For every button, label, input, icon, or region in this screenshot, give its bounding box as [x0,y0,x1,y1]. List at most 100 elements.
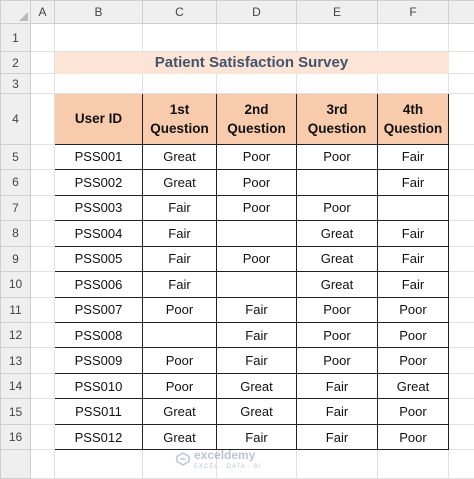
row-header-5[interactable]: 5 [0,143,31,171]
rating-cell[interactable]: Great [216,372,297,400]
empty-cell[interactable] [30,194,55,222]
empty-cell[interactable] [30,321,55,349]
rating-cell[interactable]: Poor [142,296,217,323]
row-header-1[interactable]: 1 [0,23,31,52]
survey-title[interactable]: Patient Satisfaction Survey [54,50,449,75]
empty-cell[interactable] [30,398,55,425]
row-header-13[interactable]: 13 [0,347,31,374]
rating-cell[interactable] [377,194,449,222]
rating-cell[interactable]: Great [377,372,449,400]
empty-cell[interactable] [448,271,474,298]
empty-cell[interactable] [448,92,474,145]
row-header-2[interactable]: 2 [0,50,31,75]
empty-cell[interactable] [296,449,378,479]
empty-cell[interactable] [30,449,55,479]
user-id-cell[interactable]: PSS003 [54,194,143,222]
empty-cell[interactable] [30,143,55,171]
empty-cell[interactable] [30,245,55,273]
select-all-corner[interactable] [0,0,31,25]
empty-cell[interactable] [448,143,474,171]
empty-cell[interactable] [448,169,474,196]
user-id-cell[interactable]: PSS008 [54,321,143,349]
user-id-cell[interactable]: PSS001 [54,143,143,171]
rating-cell[interactable]: Poor [377,423,449,451]
table-header-cell[interactable]: 1st Question [142,92,217,145]
empty-cell[interactable] [216,73,297,94]
rating-cell[interactable]: Poor [296,194,378,222]
empty-cell[interactable] [30,423,55,451]
rating-cell[interactable]: Poor [296,143,378,171]
rating-cell[interactable]: Fair [296,372,378,400]
column-header-e[interactable]: E [296,0,378,25]
user-id-cell[interactable]: PSS011 [54,398,143,425]
rating-cell[interactable]: Fair [142,220,217,247]
empty-cell[interactable] [448,245,474,273]
rating-cell[interactable] [216,271,297,298]
rating-cell[interactable]: Poor [216,143,297,171]
empty-cell[interactable] [448,449,474,479]
row-header-12[interactable]: 12 [0,321,31,349]
rating-cell[interactable]: Great [216,398,297,425]
empty-cell[interactable] [216,449,297,479]
empty-cell[interactable] [30,372,55,400]
rating-cell[interactable]: Great [296,245,378,273]
column-header-b[interactable]: B [54,0,143,25]
rating-cell[interactable]: Poor [216,194,297,222]
empty-cell[interactable] [30,347,55,374]
rating-cell[interactable]: Fair [216,321,297,349]
rating-cell[interactable]: Fair [377,143,449,171]
empty-cell[interactable] [377,73,449,94]
table-header-cell[interactable]: 4th Question [377,92,449,145]
user-id-cell[interactable]: PSS006 [54,271,143,298]
table-header-cell[interactable]: User ID [54,92,143,145]
empty-cell[interactable] [54,23,143,52]
user-id-cell[interactable]: PSS002 [54,169,143,196]
empty-cell[interactable] [30,169,55,196]
empty-cell[interactable] [216,23,297,52]
rating-cell[interactable]: Poor [296,296,378,323]
empty-cell[interactable] [30,271,55,298]
rating-cell[interactable]: Poor [142,372,217,400]
empty-cell[interactable] [30,92,55,145]
rating-cell[interactable]: Poor [377,321,449,349]
empty-cell[interactable] [296,23,378,52]
rating-cell[interactable]: Fair [216,296,297,323]
empty-cell[interactable] [296,73,378,94]
empty-cell[interactable] [30,296,55,323]
row-header-11[interactable]: 11 [0,296,31,323]
empty-cell[interactable] [448,73,474,94]
empty-cell[interactable] [54,449,143,479]
rating-cell[interactable]: Fair [142,194,217,222]
column-header-c[interactable]: C [142,0,217,25]
rating-cell[interactable]: Great [142,398,217,425]
empty-cell[interactable] [448,50,474,75]
empty-cell[interactable] [142,449,217,479]
rating-cell[interactable]: Great [296,271,378,298]
rating-cell[interactable]: Poor [296,347,378,374]
table-header-cell[interactable]: 2nd Question [216,92,297,145]
rating-cell[interactable]: Fair [377,245,449,273]
rating-cell[interactable]: Poor [216,169,297,196]
user-id-cell[interactable]: PSS010 [54,372,143,400]
empty-cell[interactable] [30,220,55,247]
column-header-d[interactable]: D [216,0,297,25]
empty-cell[interactable] [377,449,449,479]
user-id-cell[interactable]: PSS007 [54,296,143,323]
rating-cell[interactable] [296,169,378,196]
rating-cell[interactable]: Fair [296,423,378,451]
empty-cell[interactable] [448,220,474,247]
row-header-16[interactable]: 16 [0,423,31,451]
row-header-15[interactable]: 15 [0,398,31,425]
user-id-cell[interactable]: PSS004 [54,220,143,247]
rating-cell[interactable]: Fair [377,220,449,247]
rating-cell[interactable]: Poor [377,296,449,323]
rating-cell[interactable]: Poor [377,347,449,374]
empty-cell[interactable] [448,194,474,222]
empty-cell[interactable] [448,321,474,349]
rating-cell[interactable]: Fair [216,347,297,374]
empty-cell[interactable] [448,398,474,425]
rating-cell[interactable]: Fair [377,271,449,298]
rating-cell[interactable]: Great [296,220,378,247]
empty-cell[interactable] [142,23,217,52]
column-header-a[interactable]: A [30,0,55,25]
